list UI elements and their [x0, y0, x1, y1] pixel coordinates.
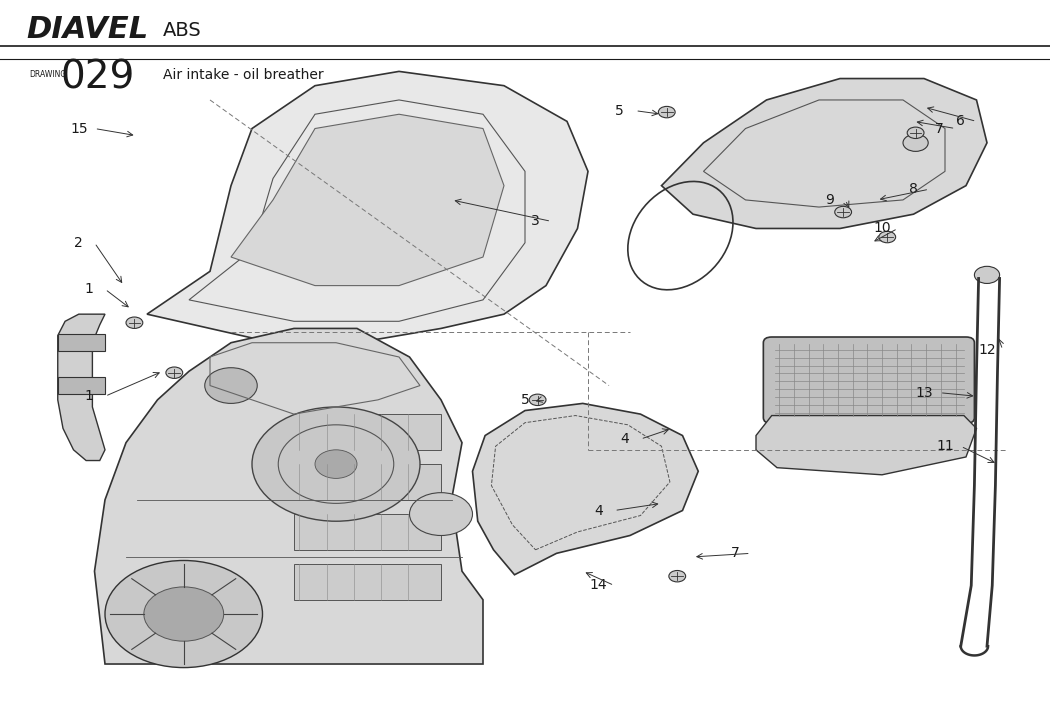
Circle shape: [658, 106, 675, 118]
Text: 5: 5: [521, 393, 529, 407]
Polygon shape: [662, 79, 987, 228]
Text: 1: 1: [85, 282, 93, 296]
Circle shape: [907, 127, 924, 139]
FancyBboxPatch shape: [763, 337, 974, 423]
Circle shape: [105, 560, 262, 668]
Text: 7: 7: [731, 546, 739, 560]
Bar: [294, 464, 441, 500]
Text: 4: 4: [621, 432, 629, 446]
Bar: [58, 334, 105, 351]
Circle shape: [669, 570, 686, 582]
Text: 5: 5: [615, 104, 624, 118]
Circle shape: [315, 450, 357, 478]
Text: 11: 11: [937, 439, 953, 453]
Circle shape: [410, 493, 472, 536]
Circle shape: [529, 394, 546, 406]
Text: Air intake - oil breather: Air intake - oil breather: [163, 68, 323, 82]
Text: 10: 10: [874, 221, 890, 236]
Bar: [294, 564, 441, 600]
Bar: [58, 377, 105, 394]
Text: 2: 2: [75, 236, 83, 250]
Text: 3: 3: [531, 214, 540, 228]
Circle shape: [166, 367, 183, 378]
Circle shape: [879, 231, 896, 243]
Polygon shape: [147, 71, 588, 343]
Circle shape: [903, 134, 928, 151]
Text: DRAWING: DRAWING: [29, 71, 66, 79]
Bar: [294, 514, 441, 550]
Text: 12: 12: [979, 343, 995, 357]
Circle shape: [126, 317, 143, 328]
Text: DIAVEL: DIAVEL: [26, 16, 148, 44]
Polygon shape: [756, 416, 977, 475]
Text: 13: 13: [916, 386, 932, 400]
Text: 7: 7: [936, 121, 944, 136]
Text: 8: 8: [909, 182, 918, 196]
Circle shape: [144, 587, 224, 641]
Circle shape: [974, 266, 1000, 283]
Bar: [294, 414, 441, 450]
Text: ABS: ABS: [163, 21, 202, 40]
Polygon shape: [94, 328, 483, 664]
Circle shape: [205, 368, 257, 403]
Polygon shape: [472, 403, 698, 575]
Text: 14: 14: [590, 578, 607, 593]
Text: 15: 15: [70, 121, 87, 136]
Text: 029: 029: [61, 58, 135, 96]
Text: 1: 1: [85, 389, 93, 403]
Circle shape: [252, 407, 420, 521]
Text: 6: 6: [957, 114, 965, 129]
Polygon shape: [58, 314, 105, 461]
Text: 9: 9: [825, 193, 834, 207]
Text: 4: 4: [594, 503, 603, 518]
Circle shape: [835, 206, 852, 218]
Polygon shape: [231, 114, 504, 286]
